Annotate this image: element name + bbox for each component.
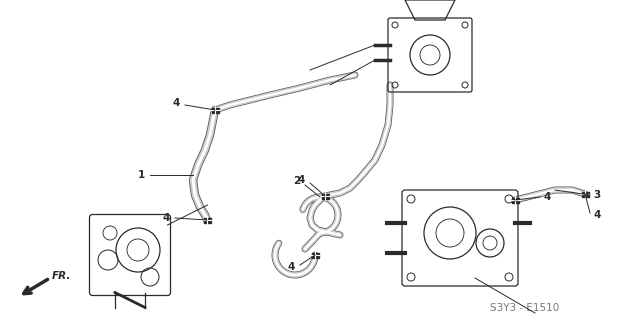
Text: 4: 4 <box>287 262 295 272</box>
Bar <box>203 218 210 222</box>
Text: S3Y3 - E1510: S3Y3 - E1510 <box>490 303 559 313</box>
Bar <box>511 197 519 203</box>
Text: 1: 1 <box>137 170 145 180</box>
Bar <box>322 194 328 198</box>
Text: 4: 4 <box>593 210 600 220</box>
Text: 4: 4 <box>297 175 305 185</box>
Bar <box>582 191 588 196</box>
Bar <box>211 108 218 113</box>
Text: 2: 2 <box>293 176 300 186</box>
Bar <box>312 252 318 258</box>
Text: 4: 4 <box>173 98 180 108</box>
Text: 3: 3 <box>593 190 600 200</box>
Text: 4: 4 <box>162 213 170 223</box>
Text: FR.: FR. <box>52 271 72 281</box>
Text: 4: 4 <box>543 192 550 202</box>
